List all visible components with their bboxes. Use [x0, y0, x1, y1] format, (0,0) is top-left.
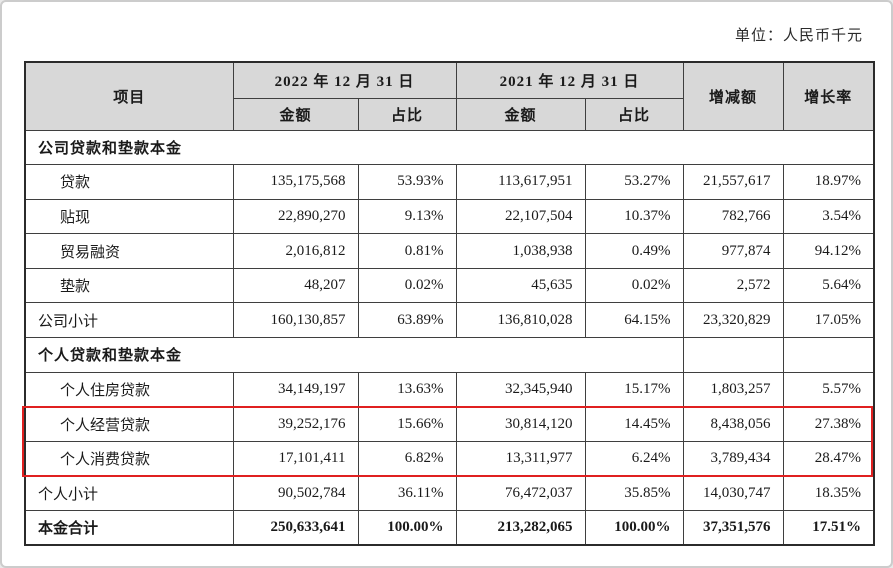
- cell-change: 37,351,576: [682, 510, 784, 546]
- cell-change: 977,874: [682, 233, 784, 269]
- cell-ratio-2021: 0.49%: [584, 233, 684, 269]
- row-label: 公司小计: [24, 302, 234, 339]
- cell-growth: 17.51%: [782, 510, 875, 546]
- empty-cell: [782, 337, 875, 373]
- row-label: 贸易融资: [24, 233, 234, 269]
- cell-change: 8,438,056: [682, 406, 784, 442]
- cell-amount-2021: 13,311,977: [455, 440, 586, 477]
- header-item: 项目: [24, 61, 234, 131]
- cell-ratio-2021: 100.00%: [584, 510, 684, 546]
- cell-amount-2021: 30,814,120: [455, 406, 586, 442]
- cell-ratio-2022: 13.63%: [357, 371, 457, 408]
- section-label: 个人贷款和垫款本金: [24, 337, 684, 373]
- cell-growth: 94.12%: [782, 233, 875, 269]
- table-row-personal-housing: 个人住房贷款 34,149,197 13.63% 32,345,940 15.1…: [24, 371, 875, 408]
- header-amount-2021: 金额: [455, 97, 586, 131]
- cell-amount-2021: 113,617,951: [455, 164, 586, 200]
- cell-amount-2021: 22,107,504: [455, 198, 586, 235]
- cell-ratio-2022: 0.02%: [357, 267, 457, 304]
- cell-amount-2021: 45,635: [455, 267, 586, 304]
- empty-cell: [682, 337, 784, 373]
- header-growth: 增长率: [782, 61, 875, 131]
- header-date-2021: 2021 年 12 月 31 日: [455, 61, 684, 99]
- table-row-advances: 垫款 48,207 0.02% 45,635 0.02% 2,572 5.64%: [24, 267, 875, 304]
- cell-ratio-2022: 36.11%: [357, 475, 457, 512]
- cell-growth: 5.57%: [782, 371, 875, 408]
- cell-ratio-2022: 100.00%: [357, 510, 457, 546]
- table-row-corporate-subtotal: 公司小计 160,130,857 63.89% 136,810,028 64.1…: [24, 302, 875, 339]
- table-row-trade-finance: 贸易融资 2,016,812 0.81% 1,038,938 0.49% 977…: [24, 233, 875, 269]
- cell-amount-2022: 48,207: [232, 267, 359, 304]
- cell-amount-2022: 17,101,411: [232, 440, 359, 477]
- cell-ratio-2022: 9.13%: [357, 198, 457, 235]
- cell-amount-2022: 39,252,176: [232, 406, 359, 442]
- cell-amount-2021: 76,472,037: [455, 475, 586, 512]
- cell-amount-2022: 135,175,568: [232, 164, 359, 200]
- cell-amount-2022: 2,016,812: [232, 233, 359, 269]
- table-row-grand-total: 本金合计 250,633,641 100.00% 213,282,065 100…: [24, 510, 875, 546]
- cell-ratio-2022: 0.81%: [357, 233, 457, 269]
- table-header: 项目 2022 年 12 月 31 日 2021 年 12 月 31 日 增减额…: [24, 61, 875, 131]
- cell-ratio-2021: 64.15%: [584, 302, 684, 339]
- cell-amount-2022: 90,502,784: [232, 475, 359, 512]
- cell-ratio-2022: 63.89%: [357, 302, 457, 339]
- row-label: 个人住房贷款: [24, 371, 234, 408]
- cell-ratio-2021: 35.85%: [584, 475, 684, 512]
- header-amount-2022: 金额: [232, 97, 359, 131]
- section-row-corporate: 公司贷款和垫款本金: [24, 129, 875, 166]
- row-label: 贴现: [24, 198, 234, 235]
- cell-change: 21,557,617: [682, 164, 784, 200]
- table-row-personal-subtotal: 个人小计 90,502,784 36.11% 76,472,037 35.85%…: [24, 475, 875, 512]
- cell-amount-2022: 250,633,641: [232, 510, 359, 546]
- cell-growth: 17.05%: [782, 302, 875, 339]
- cell-change: 1,803,257: [682, 371, 784, 408]
- row-label: 贷款: [24, 164, 234, 200]
- cell-amount-2021: 32,345,940: [455, 371, 586, 408]
- table-row-personal-consumer: 个人消费贷款 17,101,411 6.82% 13,311,977 6.24%…: [24, 440, 875, 477]
- cell-growth: 3.54%: [782, 198, 875, 235]
- cell-ratio-2022: 15.66%: [357, 406, 457, 442]
- cell-amount-2021: 213,282,065: [455, 510, 586, 546]
- cell-growth: 27.38%: [782, 406, 875, 442]
- cell-change: 3,789,434: [682, 440, 784, 477]
- cell-growth: 5.64%: [782, 267, 875, 304]
- cell-ratio-2021: 15.17%: [584, 371, 684, 408]
- header-ratio-2021: 占比: [584, 97, 684, 131]
- cell-amount-2021: 136,810,028: [455, 302, 586, 339]
- section-row-personal: 个人贷款和垫款本金: [24, 337, 875, 373]
- cell-ratio-2021: 53.27%: [584, 164, 684, 200]
- table-row-loans: 贷款 135,175,568 53.93% 113,617,951 53.27%…: [24, 164, 875, 200]
- cell-ratio-2021: 0.02%: [584, 267, 684, 304]
- cell-amount-2022: 34,149,197: [232, 371, 359, 408]
- cell-change: 782,766: [682, 198, 784, 235]
- cell-amount-2022: 160,130,857: [232, 302, 359, 339]
- row-label: 本金合计: [24, 510, 234, 546]
- loan-principal-table: 项目 2022 年 12 月 31 日 2021 年 12 月 31 日 增减额…: [24, 61, 876, 547]
- cell-growth: 18.97%: [782, 164, 875, 200]
- cell-amount-2022: 22,890,270: [232, 198, 359, 235]
- header-change: 增减额: [682, 61, 784, 131]
- cell-change: 14,030,747: [682, 475, 784, 512]
- cell-ratio-2021: 6.24%: [584, 440, 684, 477]
- cell-change: 23,320,829: [682, 302, 784, 339]
- header-ratio-2022: 占比: [357, 97, 457, 131]
- cell-growth: 18.35%: [782, 475, 875, 512]
- unit-label: 单位：人民币千元: [734, 28, 863, 44]
- row-label: 垫款: [24, 267, 234, 304]
- cell-ratio-2021: 10.37%: [584, 198, 684, 235]
- section-label: 公司贷款和垫款本金: [24, 129, 875, 166]
- cell-growth: 28.47%: [782, 440, 875, 477]
- cell-amount-2021: 1,038,938: [455, 233, 586, 269]
- table-row-personal-business: 个人经营贷款 39,252,176 15.66% 30,814,120 14.4…: [24, 406, 875, 442]
- table-row-discounted: 贴现 22,890,270 9.13% 22,107,504 10.37% 78…: [24, 198, 875, 235]
- cell-ratio-2022: 6.82%: [357, 440, 457, 477]
- cell-change: 2,572: [682, 267, 784, 304]
- cell-ratio-2021: 14.45%: [584, 406, 684, 442]
- header-date-2022: 2022 年 12 月 31 日: [232, 61, 457, 99]
- cell-ratio-2022: 53.93%: [357, 164, 457, 200]
- row-label: 个人小计: [24, 475, 234, 512]
- row-label: 个人消费贷款: [24, 440, 234, 477]
- row-label: 个人经营贷款: [24, 406, 234, 442]
